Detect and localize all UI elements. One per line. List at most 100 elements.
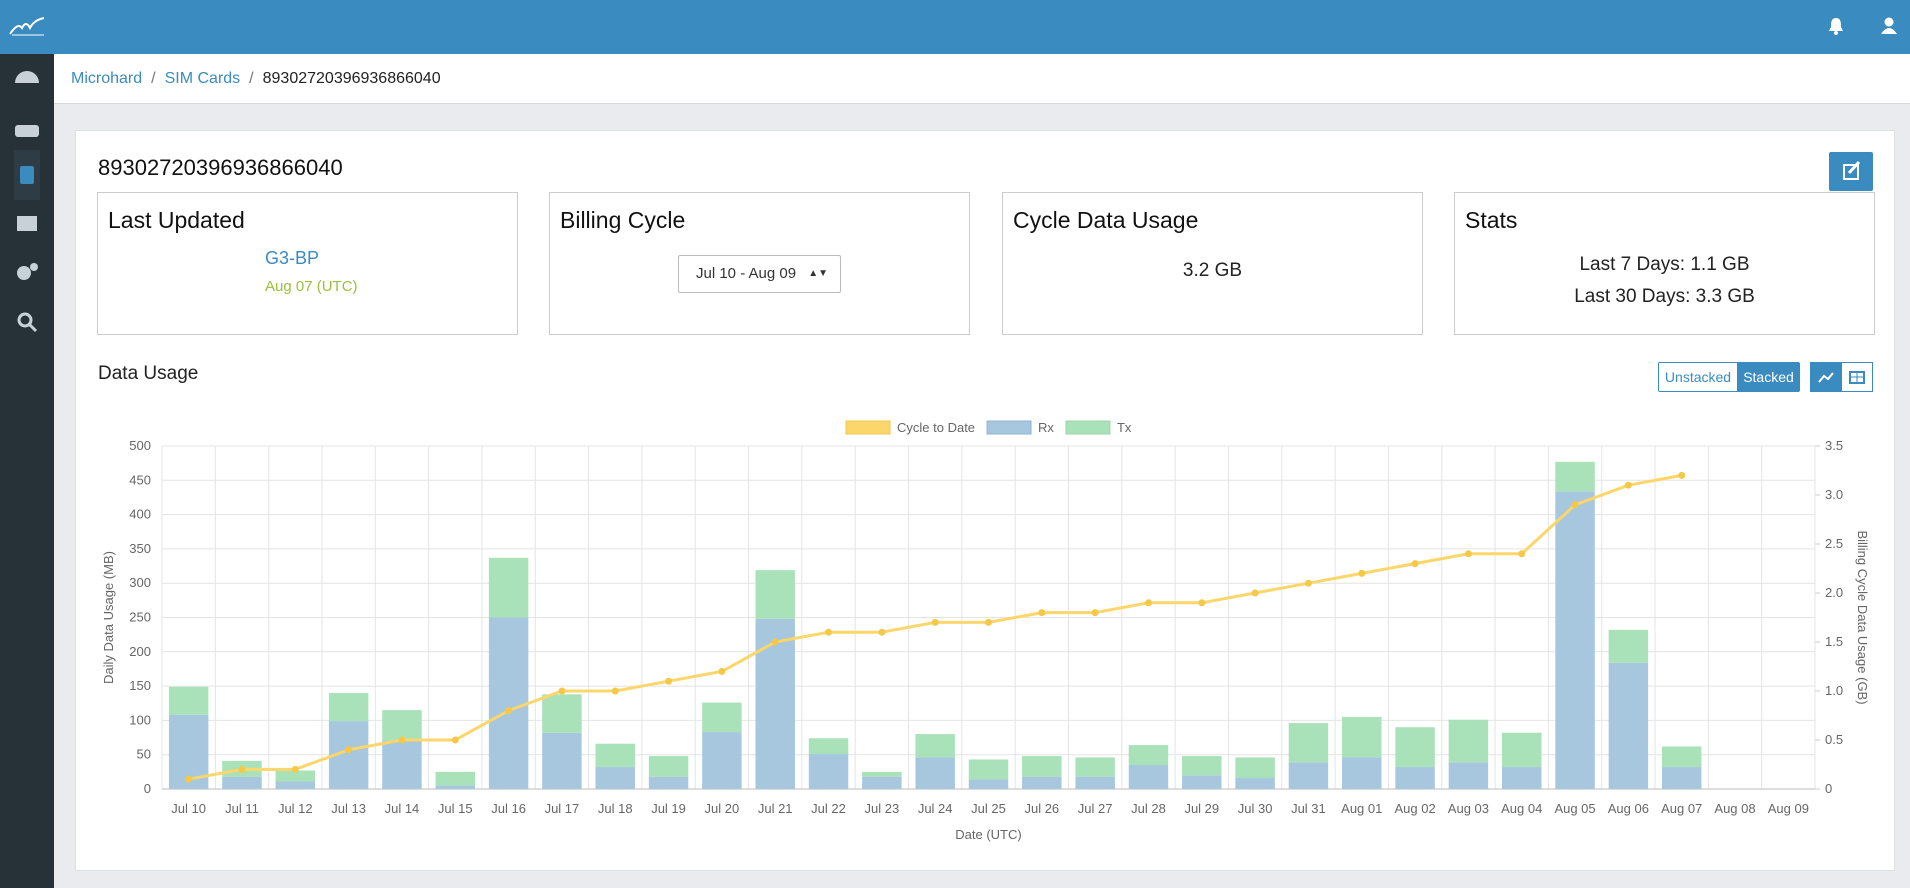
bar-rx: [1288, 762, 1329, 789]
settings-icon[interactable]: [17, 266, 31, 280]
bar-rx: [1342, 757, 1382, 789]
cycle-point: [825, 628, 833, 636]
bar-rx: [1235, 778, 1275, 789]
device-link[interactable]: G3-BP: [265, 248, 320, 268]
cycle-usage-value: 3.2 GB: [1182, 260, 1243, 281]
y2-tick-label: 3.0: [1825, 487, 1843, 502]
bar-tx: [968, 759, 1009, 780]
x-tick-label: Jul 21: [758, 801, 793, 816]
cycle-point: [505, 707, 513, 715]
x-tick-label: Jul 19: [651, 801, 686, 816]
x-tick-label: Jul 17: [545, 801, 580, 816]
y2-tick-label: 0.5: [1825, 732, 1843, 747]
x-tick-label: Jul 26: [1024, 801, 1059, 816]
y2-tick-label: 2.0: [1825, 585, 1843, 600]
x-tick-label: Jul 23: [865, 801, 900, 816]
x-tick-label: Jul 30: [1238, 801, 1273, 816]
cycle-select-value: Jul 10 - Aug 09: [696, 265, 797, 282]
table-view-button[interactable]: [1841, 362, 1873, 392]
bar-tx: [648, 756, 689, 777]
bar-rx: [382, 740, 422, 789]
x-tick-label: Aug 07: [1661, 801, 1702, 816]
cycle-point: [1251, 589, 1259, 597]
list-icon[interactable]: [17, 216, 37, 231]
bar-rx: [1608, 662, 1649, 789]
bar-tx: [1661, 746, 1702, 768]
cycle-select[interactable]: Jul 10 - Aug 09 ▲▼: [678, 255, 841, 293]
x-tick-label: Aug 09: [1768, 801, 1809, 816]
devices-icon[interactable]: [15, 125, 39, 137]
y2-axis-title: Billing Cycle Data Usage (GB): [1855, 530, 1870, 704]
cycle-point: [931, 618, 939, 626]
y-tick-label: 0: [144, 781, 151, 796]
unstacked-button[interactable]: Unstacked: [1658, 362, 1738, 392]
user-icon[interactable]: [1880, 16, 1898, 36]
stacked-button[interactable]: Stacked: [1737, 362, 1800, 392]
x-tick-label: Jul 14: [385, 801, 420, 816]
billing-cycle-box: Billing Cycle Jul 10 - Aug 09 ▲▼: [549, 192, 970, 335]
x-tick-label: Aug 06: [1608, 801, 1649, 816]
cycle-point: [185, 775, 193, 783]
y-tick-label: 100: [129, 712, 151, 727]
x-tick-label: Aug 03: [1448, 801, 1489, 816]
bar-tx: [862, 771, 902, 777]
notifications-icon[interactable]: [1827, 16, 1845, 36]
x-tick-label: Jul 15: [438, 801, 473, 816]
y-tick-label: 300: [129, 575, 151, 590]
logo[interactable]: [8, 14, 46, 38]
cycle-point: [1518, 550, 1526, 558]
x-tick-label: Aug 08: [1714, 801, 1755, 816]
bar-tx: [755, 570, 795, 619]
legend-label: Tx: [1117, 420, 1132, 435]
legend-swatch: [986, 420, 1032, 435]
edit-button[interactable]: [1829, 152, 1873, 191]
bar-rx: [1075, 776, 1115, 789]
cycle-point: [558, 687, 566, 695]
y-tick-label: 500: [129, 438, 151, 453]
bar-tx: [808, 738, 849, 755]
box-title: Cycle Data Usage: [1013, 207, 1199, 233]
cycle-point: [345, 746, 353, 754]
chart-view-button[interactable]: [1810, 362, 1842, 392]
bar-rx: [275, 781, 316, 789]
cycle-point: [665, 677, 673, 685]
search-icon[interactable]: [17, 312, 33, 328]
stats-7-days: Last 7 Days: 1.1 GB: [1579, 254, 1750, 275]
dashboard-icon[interactable]: [15, 71, 39, 83]
cycle-point: [1198, 599, 1206, 607]
bar-rx: [1128, 764, 1169, 789]
sidebar-icons: [14, 71, 40, 333]
breadcrumb-link[interactable]: SIM Cards: [164, 70, 241, 87]
bar-rx: [1501, 767, 1542, 789]
bar-tx: [328, 692, 369, 722]
box-title: Stats: [1465, 207, 1518, 233]
x-tick-label: Aug 02: [1394, 801, 1435, 816]
bar-rx: [1448, 762, 1489, 789]
bar-rx: [648, 776, 689, 789]
x-tick-label: Aug 01: [1341, 801, 1382, 816]
sim-icon[interactable]: [20, 166, 34, 184]
cycle-point: [878, 628, 886, 636]
cycle-point: [1358, 569, 1366, 577]
breadcrumb-link[interactable]: Microhard: [71, 70, 143, 87]
bar-rx: [1022, 776, 1062, 789]
cycle-point: [1624, 481, 1632, 489]
bar-rx: [1555, 491, 1595, 789]
x-tick-label: Aug 05: [1554, 801, 1595, 816]
cycle-point: [1411, 560, 1419, 568]
y2-tick-label: 1.0: [1825, 683, 1843, 698]
breadcrumb: Microhard / SIM Cards/89302720396936866040: [54, 54, 1910, 104]
bar-rx: [542, 732, 582, 789]
legend-swatch: [1065, 420, 1111, 435]
cycle-point: [771, 638, 779, 646]
bar-tx: [702, 702, 742, 733]
x-tick-label: Jul 16: [491, 801, 526, 816]
x-tick-label: Jul 18: [598, 801, 633, 816]
x-tick-label: Jul 22: [811, 801, 846, 816]
bar-tx: [1501, 732, 1542, 768]
bar-rx: [968, 779, 1009, 789]
section-title: Data Usage: [98, 363, 199, 384]
bar-rx: [808, 754, 849, 789]
y-tick-label: 150: [129, 678, 151, 693]
bar-tx: [488, 557, 529, 618]
